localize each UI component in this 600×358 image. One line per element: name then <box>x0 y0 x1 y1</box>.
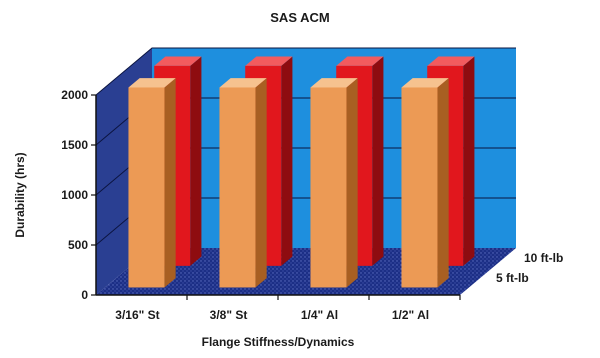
x-tick-label: 3/16" St <box>115 308 159 322</box>
bar-5-ft-lb <box>401 78 449 288</box>
y-tick-label: 0 <box>81 288 88 302</box>
bar-5-ft-lb <box>128 78 176 288</box>
x-axis-ticks: 3/16" St 3/8" St 1/4" Al 1/2" Al <box>115 295 461 322</box>
bar-5-ft-lb <box>219 78 267 288</box>
bar-5-ft-lb <box>310 78 358 288</box>
bars-series-front <box>128 78 449 288</box>
y-tick-label: 1000 <box>61 188 88 202</box>
series-label-5-ft-lb: 5 ft-lb <box>496 271 529 285</box>
gridline <box>95 47 516 96</box>
y-tick-label: 500 <box>68 238 88 252</box>
x-tick-label: 1/4" Al <box>301 308 338 322</box>
x-tick-label: 3/8" St <box>210 308 248 322</box>
y-axis-title: Durability (hrs) <box>13 152 27 237</box>
x-tick-label: 1/2" Al <box>392 308 429 322</box>
x-axis-title: Flange Stiffness/Dynamics <box>202 335 355 349</box>
series-label-10-ft-lb: 10 ft-lb <box>524 251 563 265</box>
y-axis-ticks: 0 500 1000 1500 2000 <box>61 88 96 302</box>
chart-title: SAS ACM <box>270 10 329 25</box>
y-tick-label: 1500 <box>61 138 88 152</box>
y-tick-label: 2000 <box>61 88 88 102</box>
